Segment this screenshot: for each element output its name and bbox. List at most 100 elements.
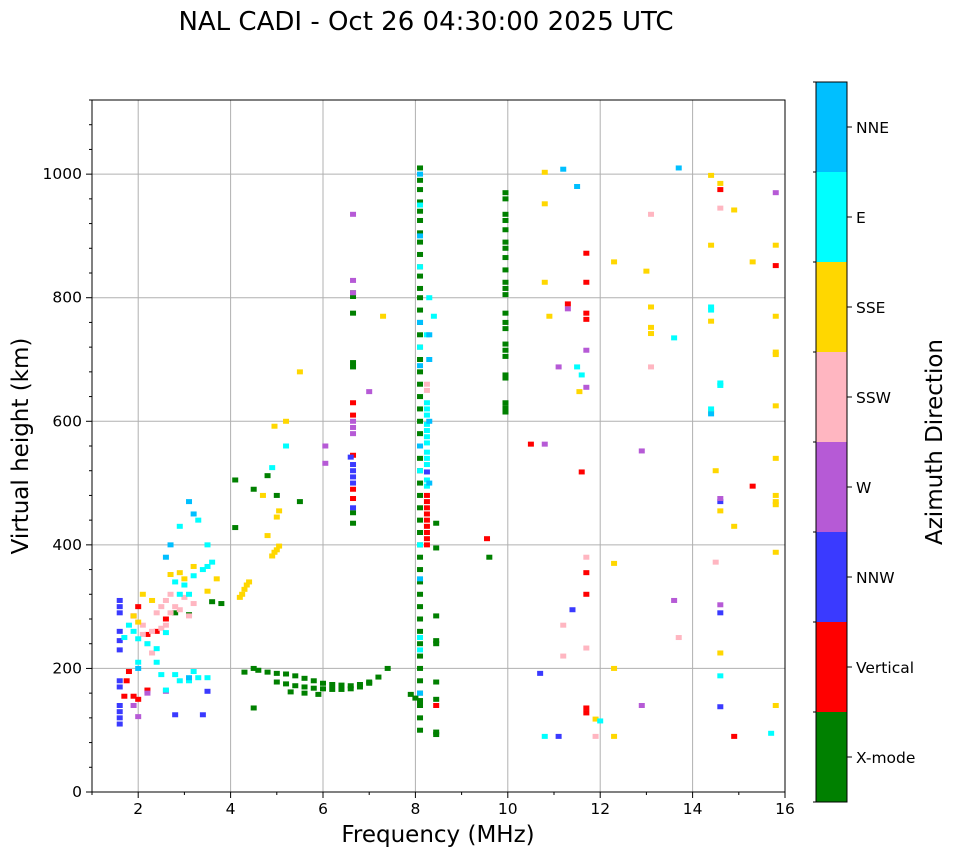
data-point-e <box>423 477 430 483</box>
data-point-x-mode <box>417 177 424 183</box>
data-point-x-mode <box>417 217 424 223</box>
data-point-vertical <box>125 669 132 675</box>
data-point-x-mode <box>502 245 509 251</box>
data-point-sse <box>541 279 548 285</box>
data-point-vertical <box>130 693 137 699</box>
data-point-e <box>121 635 128 641</box>
x-tick-label: 8 <box>410 800 420 818</box>
data-point-x-mode <box>417 273 424 279</box>
data-point-e <box>717 673 724 679</box>
data-point-sse <box>259 492 266 498</box>
data-point-sse <box>717 508 724 514</box>
data-point-sse <box>130 613 137 619</box>
data-point-x-mode <box>417 554 424 560</box>
colorbar-tick-label: Vertical <box>856 659 914 677</box>
data-point-x-mode <box>273 670 280 676</box>
data-point-vertical <box>423 523 430 529</box>
data-point-nnw <box>555 733 562 739</box>
data-point-x-mode <box>502 375 509 381</box>
data-point-sse <box>708 172 715 178</box>
data-point-ssw <box>158 604 165 610</box>
data-point-x-mode <box>502 319 509 325</box>
data-point-nnw <box>350 462 357 468</box>
data-point-nnw <box>116 678 123 684</box>
data-point-x-mode <box>417 394 424 400</box>
x-tick-label: 12 <box>590 800 610 818</box>
data-point-x-mode <box>329 681 336 687</box>
data-point-nnw <box>116 610 123 616</box>
data-point-e <box>423 434 430 440</box>
data-point-x-mode <box>502 353 509 359</box>
data-point-vertical <box>527 441 534 447</box>
data-point-e <box>671 335 678 341</box>
data-point-x-mode <box>209 599 216 605</box>
data-point-sse <box>273 514 280 520</box>
data-point-e <box>186 591 193 597</box>
data-point-sse <box>717 650 724 656</box>
data-point-x-mode <box>338 682 345 688</box>
data-point-vertical <box>423 492 430 498</box>
data-point-vertical <box>144 687 151 693</box>
data-point-e <box>125 622 132 628</box>
data-point-ssw <box>423 387 430 393</box>
data-point-e <box>162 630 169 636</box>
data-point-sse <box>772 313 779 319</box>
data-point-nne <box>426 332 433 338</box>
data-point-sse <box>380 313 387 319</box>
data-point-e <box>417 468 424 474</box>
data-point-e <box>417 264 424 270</box>
data-point-x-mode <box>417 285 424 291</box>
data-point-e <box>130 628 137 634</box>
data-point-x-mode <box>502 409 509 415</box>
data-point-vertical <box>583 279 590 285</box>
data-point-e <box>144 641 151 647</box>
data-point-x-mode <box>350 293 357 299</box>
data-point-nne <box>162 554 169 560</box>
data-point-sse <box>611 733 618 739</box>
data-point-x-mode <box>287 689 294 695</box>
data-point-x-mode <box>315 691 322 697</box>
data-point-e <box>717 382 724 388</box>
data-point-vertical <box>433 703 440 708</box>
data-point-x-mode <box>417 715 424 721</box>
data-point-ssw <box>162 622 169 628</box>
y-tick-label: 600 <box>52 412 82 430</box>
colorbar-tick-label: SSE <box>856 299 885 317</box>
data-point-e <box>135 636 142 642</box>
data-point-vertical <box>749 483 756 489</box>
data-point-vertical <box>350 400 357 406</box>
data-point-sse <box>139 591 146 597</box>
data-point-vertical <box>135 696 142 702</box>
data-point-x-mode <box>417 678 424 684</box>
data-point-ssw <box>560 622 567 628</box>
data-point-e <box>417 635 424 641</box>
data-point-x-mode <box>417 431 424 437</box>
colorbar-swatch <box>816 712 847 802</box>
data-point-sse <box>731 207 738 213</box>
data-point-w <box>350 424 357 430</box>
data-point-sse <box>648 304 655 310</box>
data-point-x-mode <box>502 347 509 353</box>
x-tick-label: 2 <box>133 800 143 818</box>
data-point-x-mode <box>320 686 326 692</box>
data-point-x-mode <box>417 208 424 214</box>
data-point-e <box>423 421 430 427</box>
data-point-x-mode <box>350 310 357 316</box>
colorbar-tick-label: SSW <box>856 389 891 407</box>
data-point-nne <box>426 418 433 424</box>
data-point-e <box>423 440 430 446</box>
y-tick-label: 800 <box>52 289 82 307</box>
data-point-x-mode <box>417 591 424 597</box>
data-point-x-mode <box>502 372 509 378</box>
data-point-sse <box>167 572 174 578</box>
data-point-sse <box>708 242 715 248</box>
data-point-e <box>423 412 430 418</box>
data-point-x-mode <box>417 567 424 573</box>
data-point-x-mode <box>264 669 271 675</box>
data-point-sse <box>149 597 156 603</box>
data-point-e <box>423 406 430 412</box>
data-point-e <box>172 579 179 585</box>
data-point-vertical <box>583 250 590 256</box>
data-point-e <box>195 675 202 681</box>
colorbar-swatch <box>816 442 847 532</box>
